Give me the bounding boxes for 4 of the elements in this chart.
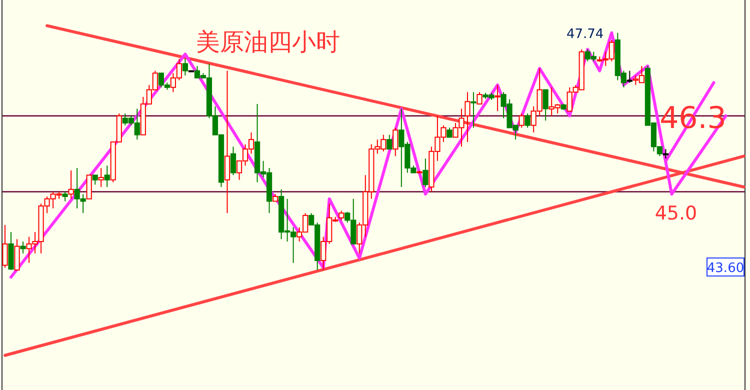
annotation: 47.74	[566, 26, 604, 42]
annotation: 43.60	[706, 261, 744, 276]
annotation: 45.0	[654, 202, 698, 225]
chart-title: 美原油四小时	[196, 28, 340, 56]
